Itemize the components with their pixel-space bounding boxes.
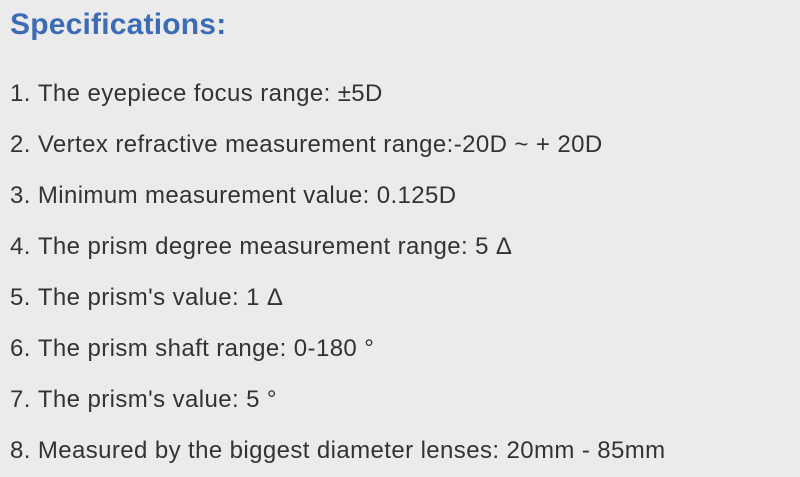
spec-item-number: 2. <box>10 131 31 158</box>
spec-item-vertex-refractive-range: 2. Vertex refractive measurement range:-2… <box>10 131 790 159</box>
spec-item-minimum-measurement-value: 3. Minimum measurement value: 0.125D <box>10 182 790 210</box>
spec-item-text: Vertex refractive measurement range:-20D… <box>37 131 603 158</box>
spec-item-number: 1. <box>10 80 31 107</box>
spec-item-prism-value-degrees: 7. The prism's value: 5 ° <box>10 386 790 414</box>
spec-item-text: The prism degree measurement range: 5 Δ <box>37 233 513 260</box>
specifications-list: 1. The eyepiece focus range: ±5D 2. Vertex… <box>10 80 790 465</box>
spec-item-number: 4. <box>10 233 31 260</box>
spec-item-number: 7. <box>10 386 31 413</box>
spec-item-text: Measured by the biggest diameter lenses:… <box>37 437 666 464</box>
spec-item-number: 3. <box>10 182 31 209</box>
specifications-page: Specifications: 1. The eyepiece focus ran… <box>10 8 790 465</box>
spec-item-text: The prism shaft range: 0-180 ° <box>37 335 375 362</box>
page-title: Specifications: <box>10 8 227 41</box>
spec-item-biggest-diameter-lenses: 8. Measured by the biggest diameter lense… <box>10 437 790 465</box>
spec-item-text: Minimum measurement value: 0.125D <box>37 182 457 209</box>
spec-item-number: 5. <box>10 284 31 311</box>
spec-item-text: The prism's value: 1 Δ <box>37 284 284 311</box>
spec-item-prism-shaft-range: 6. The prism shaft range: 0-180 ° <box>10 335 790 363</box>
spec-item-prism-value-delta: 5. The prism's value: 1 Δ <box>10 284 790 312</box>
spec-item-text: The eyepiece focus range: ±5D <box>37 80 383 107</box>
spec-item-number: 8. <box>10 437 31 464</box>
spec-item-eyepiece-focus-range: 1. The eyepiece focus range: ±5D <box>10 80 790 108</box>
spec-item-text: The prism's value: 5 ° <box>37 386 277 413</box>
spec-item-number: 6. <box>10 335 31 362</box>
spec-item-prism-degree-range: 4. The prism degree measurement range: 5 … <box>10 233 790 261</box>
